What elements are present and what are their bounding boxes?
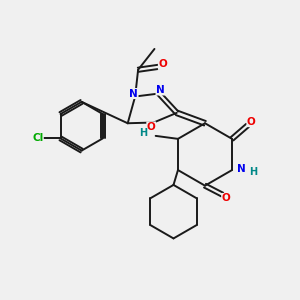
Text: O: O <box>222 194 230 203</box>
Text: H: H <box>139 128 147 138</box>
Text: H: H <box>249 167 257 176</box>
Text: N: N <box>129 88 138 98</box>
Text: N: N <box>237 164 245 174</box>
Text: O: O <box>158 59 167 69</box>
Text: O: O <box>147 122 156 132</box>
Text: O: O <box>247 117 256 127</box>
Text: Cl: Cl <box>32 133 43 143</box>
Text: N: N <box>156 85 165 95</box>
